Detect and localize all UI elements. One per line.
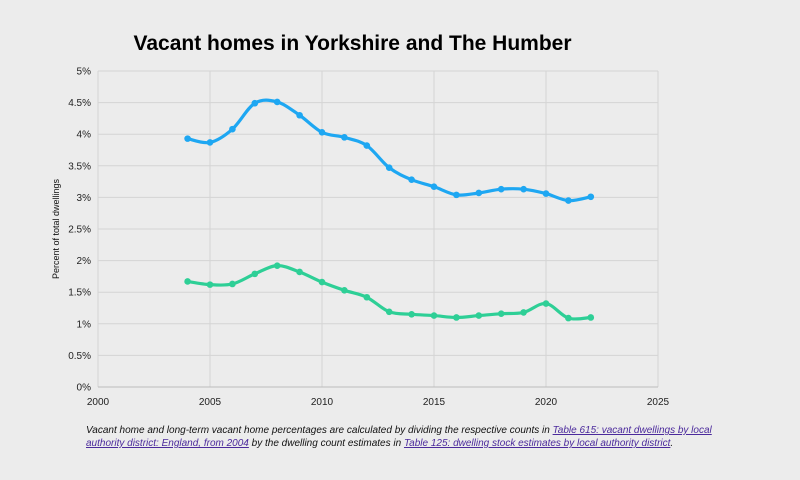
- data-point-series-1: [296, 111, 303, 119]
- y-tick-label: 3.5%: [68, 161, 91, 172]
- y-tick-label: 4%: [77, 130, 92, 141]
- data-point-series-2: [587, 314, 595, 321]
- x-tick-label: 2025: [647, 397, 670, 408]
- data-point-series-1: [497, 185, 505, 193]
- footnote-text-1: Vacant home and long-term vacant home pe…: [86, 425, 553, 436]
- data-point-series-2: [318, 278, 326, 286]
- y-tick-label: 1%: [77, 319, 92, 330]
- data-point-series-1: [206, 139, 214, 146]
- x-tick-label: 2000: [87, 397, 110, 408]
- data-point-series-1: [363, 142, 371, 149]
- data-point-series-2: [475, 312, 483, 319]
- data-point-series-1: [408, 176, 415, 184]
- data-point-series-1: [385, 164, 393, 171]
- data-point-series-1: [475, 189, 483, 197]
- data-point-series-1: [341, 134, 348, 141]
- data-point-series-1: [587, 193, 595, 201]
- x-tick-label: 2005: [199, 397, 222, 408]
- y-tick-label: 0%: [77, 383, 92, 394]
- footnote: Vacant home and long-term vacant home pe…: [86, 424, 726, 450]
- data-point-series-2: [341, 287, 348, 294]
- chart-title: Vacant homes in Yorkshire and The Humber: [133, 32, 572, 55]
- data-point-series-1: [273, 98, 281, 106]
- data-point-series-2: [497, 310, 505, 317]
- data-point-series-2: [565, 314, 572, 322]
- y-axis-ticks: 0% 0.5% 1% 1.5% 2% 2.5% 3% 3.5% 4% 4.5% 5%: [68, 67, 91, 394]
- data-point-series-2: [184, 278, 191, 285]
- grid: [97, 70, 659, 388]
- y-axis-label: Percent of total dwellings: [51, 178, 61, 279]
- data-point-series-2: [453, 314, 460, 321]
- data-point-series-1: [318, 129, 326, 136]
- data-point-series-2: [229, 280, 236, 288]
- y-tick-label: 5%: [77, 67, 92, 78]
- footnote-text-2: by the dwelling count estimates in: [248, 438, 404, 449]
- data-point-series-2: [296, 268, 303, 276]
- data-point-series-2: [408, 311, 415, 318]
- data-point-series-2: [430, 312, 438, 319]
- data-point-series-2: [273, 262, 281, 269]
- y-tick-label: 1.5%: [68, 288, 91, 299]
- data-point-series-1: [229, 125, 236, 133]
- table-615-link[interactable]: Table 615: vacant dwellings by local aut…: [86, 425, 712, 449]
- x-tick-label: 2010: [311, 397, 334, 408]
- table-125-link[interactable]: Table 125: dwelling stock estimates by l…: [403, 438, 671, 449]
- data-point-series-2: [542, 300, 550, 307]
- y-tick-label: 0.5%: [68, 351, 91, 362]
- series-group: [184, 98, 595, 322]
- data-point-series-2: [520, 309, 527, 316]
- y-tick-label: 2.5%: [68, 225, 91, 236]
- footnote-text-3: .: [670, 438, 674, 449]
- data-point-series-1: [453, 191, 460, 199]
- data-point-series-1: [565, 197, 572, 204]
- data-point-series-2: [385, 308, 393, 316]
- x-tick-label: 2015: [423, 397, 446, 408]
- data-point-series-2: [251, 270, 259, 278]
- data-point-series-1: [542, 190, 550, 197]
- data-point-series-2: [363, 293, 371, 301]
- x-tick-label: 2020: [535, 397, 558, 408]
- data-point-series-1: [430, 183, 438, 190]
- x-axis-ticks: 2000 2005 2010 2015 2020 2025: [87, 397, 670, 408]
- data-point-series-2: [206, 281, 214, 288]
- y-tick-label: 2%: [77, 256, 92, 267]
- data-point-series-1: [251, 99, 259, 107]
- y-tick-label: 3%: [77, 193, 92, 204]
- y-tick-label: 4.5%: [68, 98, 91, 109]
- data-point-series-1: [184, 135, 191, 142]
- data-point-series-1: [520, 185, 527, 193]
- series-line-1: [186, 98, 593, 203]
